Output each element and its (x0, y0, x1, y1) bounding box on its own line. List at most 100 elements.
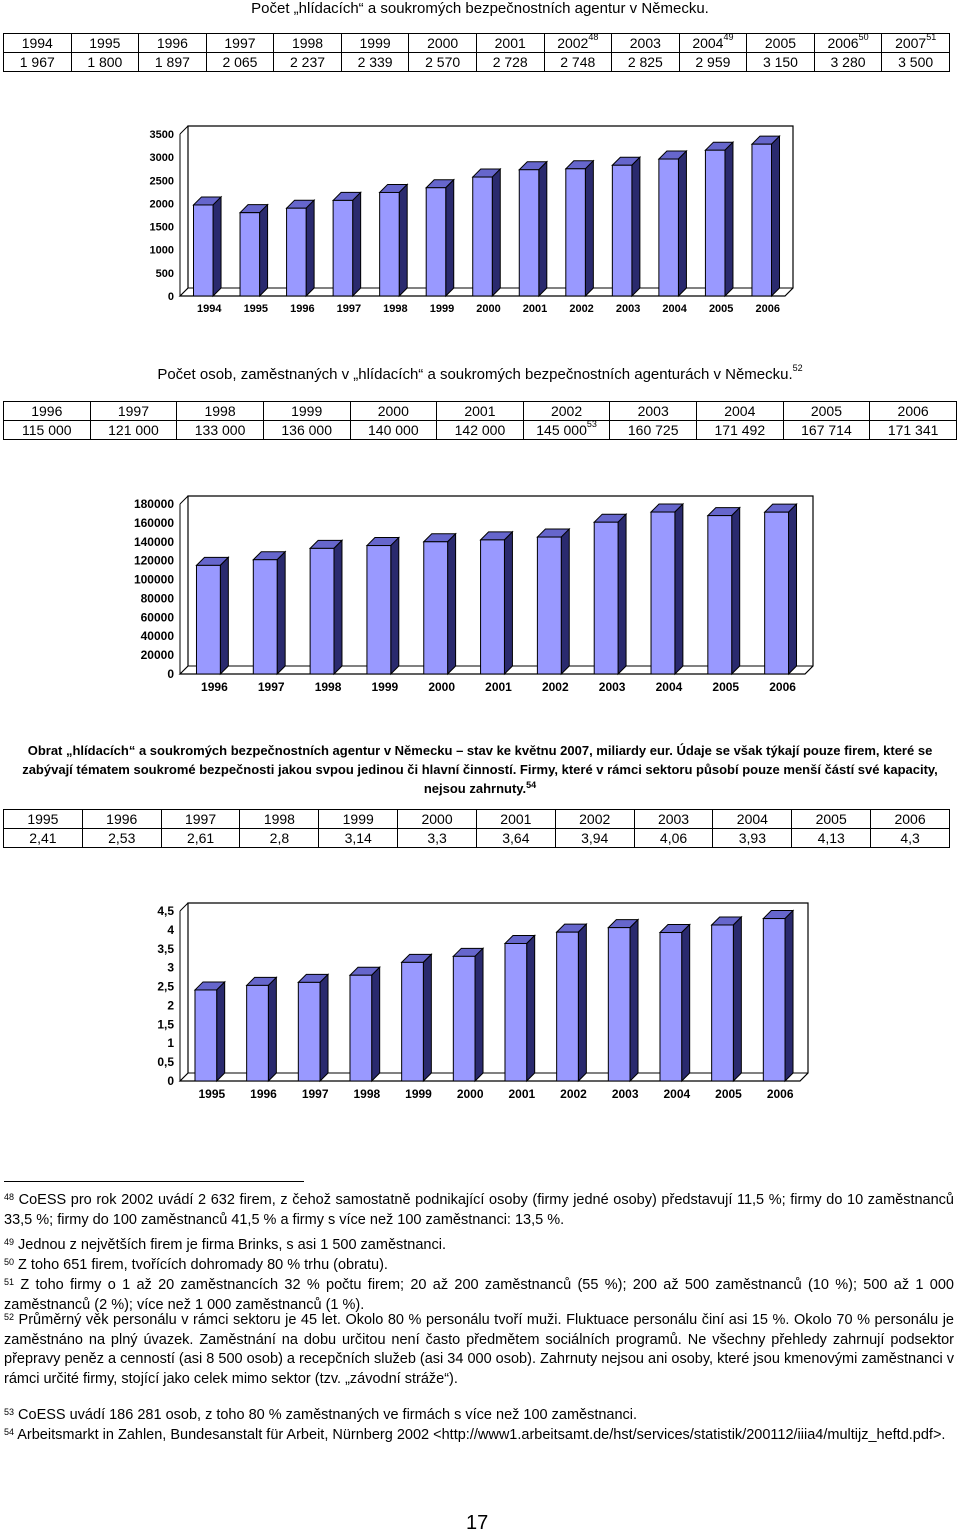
value-cell: 160 725 (609, 420, 697, 440)
bar-side (617, 512, 627, 676)
year-cell: 200650 (813, 32, 883, 53)
year-cell: 1995 (70, 33, 140, 53)
bar-side (390, 536, 400, 676)
x-tick-label: 2006 (767, 1087, 794, 1101)
year-cell: 200248 (543, 32, 613, 53)
bar-side (584, 159, 594, 298)
year-cell: 1999 (318, 809, 399, 829)
value-cell: 2,53 (81, 828, 162, 848)
y-tick-label: 3 (167, 961, 174, 975)
value-cell: 3 280 (813, 52, 883, 72)
bar-side (319, 973, 329, 1083)
bar-side (526, 934, 536, 1083)
employees-values-row: 115 000 121 000 133 000 136 000 140 000 142 0… (3, 419, 957, 440)
bar-side (219, 556, 229, 676)
year-cell: 2005 (746, 33, 815, 53)
bar (751, 143, 773, 297)
footnote-number: 50 (4, 1257, 15, 1267)
year-cell: 2003 (611, 33, 680, 53)
page-number: 17 (466, 1512, 489, 1534)
bar (607, 927, 631, 1082)
x-tick-label: 2000 (457, 1087, 484, 1101)
bar (332, 199, 354, 297)
bar (192, 204, 214, 297)
bar (762, 918, 786, 1082)
year-cell: 200449 (678, 32, 748, 53)
value-cell: 142 000 (436, 420, 524, 440)
value-cell: 3,14 (318, 828, 399, 848)
year-cell: 1997 (160, 809, 241, 829)
section2-title: Počet osob, zaměstnaných v „hlídacích“ a… (0, 363, 960, 383)
bar-side (447, 532, 457, 676)
footnote-text: CoESS uvádí 186 281 osob, z toho 80 % za… (14, 1407, 638, 1423)
bar (349, 974, 373, 1082)
y-tick-label: 100000 (134, 573, 174, 587)
year-cell: 2003 (633, 809, 714, 829)
y-tick-label: 20000 (141, 648, 175, 662)
year-cell: 1994 (3, 33, 72, 53)
value-cell: 3,94 (554, 828, 635, 848)
year-cell: 2006 (869, 401, 957, 421)
bar-side (629, 918, 639, 1083)
value-cell: 3,93 (712, 828, 793, 848)
bar-side (732, 915, 742, 1083)
bar (536, 536, 562, 675)
bar-side (445, 178, 455, 298)
bar-side (333, 539, 343, 676)
year-cell: 1996 (138, 33, 207, 53)
bar-side (771, 134, 781, 298)
year-cell: 1995 (3, 809, 83, 829)
value-cell: 1 967 (3, 52, 72, 72)
turnover-years-row: 1995 1996 1997 1998 1999 2000 2001 2002 2003 2004… (3, 809, 950, 829)
y-tick-label: 160000 (134, 516, 174, 530)
section2-title-footnote-ref: 52 (792, 363, 803, 373)
x-tick-label: 1999 (430, 303, 454, 315)
bar (504, 942, 528, 1082)
bar (711, 924, 734, 1082)
bar-side (267, 976, 277, 1083)
x-tick-label: 2001 (485, 680, 512, 694)
agencies-table: 1994 1995 1996 1997 1998 1999 2000 2001 200248 20… (3, 32, 950, 72)
axis-edge (179, 495, 189, 505)
footnote-text: Z toho 651 firem, tvořících dohromady 80… (14, 1257, 388, 1273)
section3-footnote-ref: 54 (526, 780, 537, 790)
bar (518, 169, 540, 297)
bar-side (677, 149, 687, 298)
x-tick-label: 2000 (428, 680, 455, 694)
y-tick-label: 40000 (141, 629, 175, 643)
y-tick-label: 3500 (150, 129, 174, 141)
bar-side (422, 953, 432, 1083)
value-cell: 3,3 (397, 828, 477, 848)
x-tick-label: 1998 (353, 1087, 380, 1101)
y-tick-label: 0 (168, 291, 174, 303)
turnover-table: 1995 1996 1997 1998 1999 2000 2001 2002 2003 2004… (3, 809, 950, 848)
value-cell: 2 570 (408, 52, 477, 72)
value-cell: 136 000 (262, 420, 351, 440)
year-cell: 2003 (609, 401, 697, 421)
footnote-number: 52 (4, 1312, 15, 1322)
bar-side (352, 191, 362, 298)
value-cell: 167 714 (782, 420, 871, 440)
year-cell: 1997 (89, 401, 178, 421)
value-cell: 133 000 (176, 420, 264, 440)
bar (704, 149, 726, 297)
value-cell: 4,13 (791, 828, 872, 848)
x-tick-label: 2003 (599, 680, 626, 694)
section3-description-text: Obrat „hlídacích“ a soukromých bezpečnos… (22, 743, 938, 796)
bar-side (731, 506, 741, 676)
x-tick-label: 2005 (709, 303, 733, 315)
bar (452, 955, 476, 1082)
bar-side (259, 203, 269, 298)
x-tick-label: 2000 (476, 303, 500, 315)
bar (611, 164, 633, 297)
x-tick-label: 2001 (523, 303, 547, 315)
x-tick-label: 2003 (612, 1087, 639, 1101)
x-tick-label: 2005 (712, 680, 739, 694)
value-cell: 171 341 (869, 420, 957, 440)
y-tick-label: 4,5 (157, 904, 174, 918)
year-cell: 1996 (81, 809, 162, 829)
x-tick-label: 1997 (337, 303, 361, 315)
footnote-number: 51 (4, 1277, 15, 1287)
value-cell: 3,64 (475, 828, 556, 848)
bar (593, 521, 619, 675)
